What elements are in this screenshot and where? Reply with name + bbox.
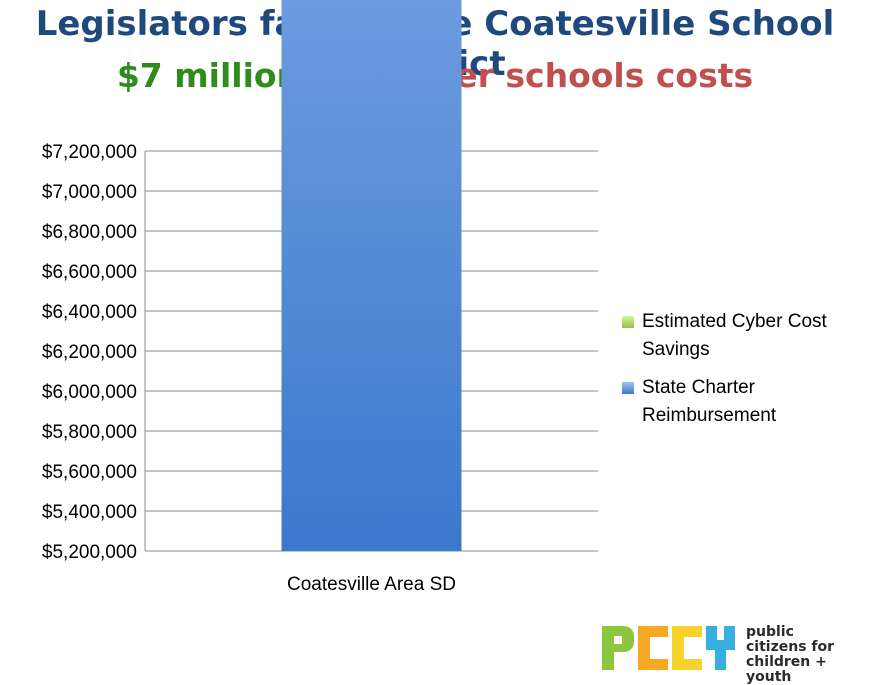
legend-item-state-reimbursement: State Charter Reimbursement — [622, 374, 862, 430]
legend-label-line1: State Charter — [642, 377, 755, 398]
y-tick-label: $5,800,000 — [42, 422, 137, 443]
y-tick-label: $6,200,000 — [42, 342, 137, 363]
y-tick-label: $5,400,000 — [42, 502, 137, 523]
y-tick-label: $6,000,000 — [42, 382, 137, 403]
y-tick-label: $5,200,000 — [42, 542, 137, 563]
y-tick-label: $5,600,000 — [42, 462, 137, 483]
pccy-logo-letters — [602, 626, 735, 670]
y-tick-label: $7,200,000 — [42, 142, 137, 163]
pccy-logo-text: public citizens for children + youth — [746, 625, 868, 685]
legend-item-cyber-savings: Estimated Cyber Cost Savings — [622, 308, 862, 364]
bars: $5,915,438$1,173,479 — [281, 0, 462, 552]
subtitle-amount: $7 million — [116, 56, 301, 95]
y-tick-label: $6,400,000 — [42, 302, 137, 323]
legend-label-line2: Reimbursement — [642, 405, 777, 426]
y-tick-label: $7,000,000 — [42, 182, 137, 203]
y-tick-label: $6,600,000 — [42, 262, 137, 283]
bar-state-charter-reimbursement — [281, 0, 462, 552]
pccy-logo: public citizens for children + youth — [598, 622, 868, 685]
logo-line1: public — [746, 624, 794, 640]
logo-line3: children + youth — [746, 654, 827, 685]
logo-line2: citizens for — [746, 639, 835, 655]
legend-swatch-green — [622, 316, 634, 328]
x-tick-label: Coatesville Area SD — [287, 574, 456, 595]
legend-label-line2: Savings — [642, 339, 710, 360]
legend: Estimated Cyber Cost Savings State Chart… — [622, 308, 862, 440]
legend-swatch-blue — [622, 382, 634, 394]
legend-label-line1: Estimated Cyber Cost — [642, 311, 827, 332]
x-axis-ticks: Coatesville Area SD — [287, 574, 456, 595]
y-axis-ticks: $5,200,000 $5,400,000 $5,600,000 $5,800,000… — [42, 142, 137, 563]
y-tick-label: $6,800,000 — [42, 222, 137, 243]
